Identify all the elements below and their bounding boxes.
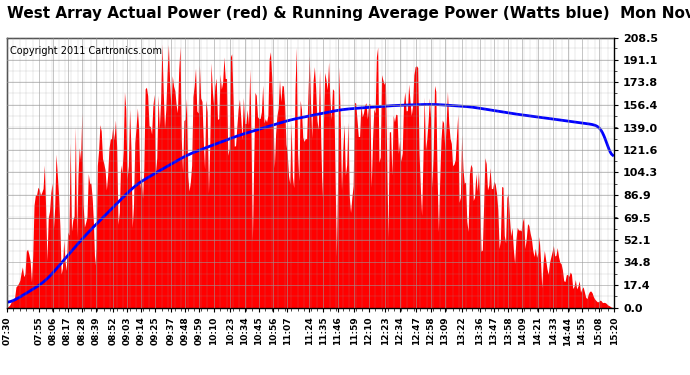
Text: West Array Actual Power (red) & Running Average Power (Watts blue)  Mon Nov 21 1: West Array Actual Power (red) & Running …	[7, 6, 690, 21]
Text: Copyright 2011 Cartronics.com: Copyright 2011 Cartronics.com	[10, 46, 162, 56]
